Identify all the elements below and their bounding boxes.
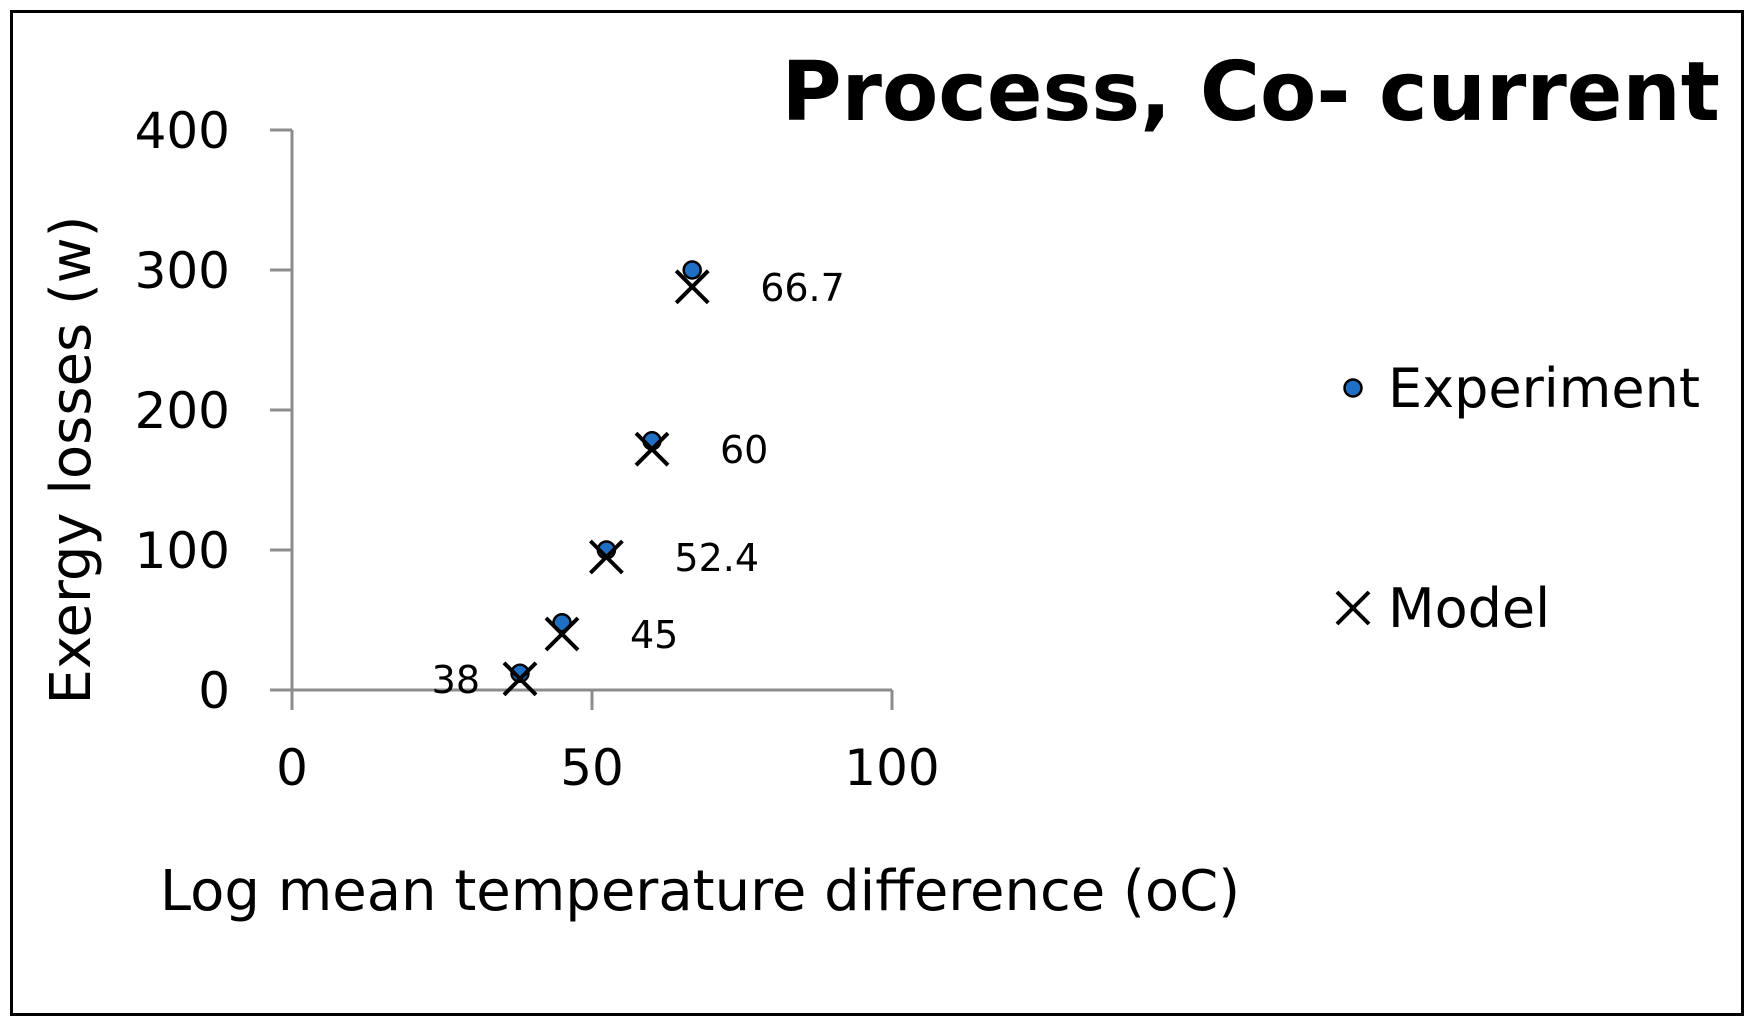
data-label: 60 [720,428,768,472]
y-tick-label: 100 [135,522,230,580]
y-tick-label: 0 [198,662,230,720]
legend: Experiment Model [1335,357,1700,640]
y-axis-label: Exergy losses (w) [39,216,104,705]
x-tick-label: 50 [560,739,624,797]
data-labels: 38 45 52.4 60 66.7 [432,266,845,702]
legend-experiment-marker [1343,378,1363,398]
model-point [544,616,580,652]
chart-title: Process, Co- current [781,45,1720,140]
model-point [588,539,624,575]
tick-labels: 0 100 200 300 400 0 50 100 [135,102,940,797]
chart-frame [10,10,1744,1016]
data-marks [502,260,710,697]
model-point [634,431,670,467]
legend-label: Experiment [1388,357,1700,420]
x-tick-label: 0 [276,739,308,797]
model-point [502,661,538,697]
data-label: 66.7 [760,266,845,310]
y-tick-label: 300 [135,242,230,300]
experiment-point [510,663,530,683]
legend-label: Model [1388,577,1550,640]
data-label: 52.4 [674,536,759,580]
y-tick-label: 400 [135,102,230,160]
model-point [674,269,710,305]
x-axis-label: Log mean temperature difference (oC) [160,859,1240,924]
data-label: 38 [432,658,480,702]
legend-model-marker [1335,590,1371,626]
axes [270,128,894,710]
experiment-point [682,260,702,280]
x-tick-label: 100 [844,739,939,797]
y-tick-label: 200 [135,382,230,440]
data-label: 45 [630,613,678,657]
